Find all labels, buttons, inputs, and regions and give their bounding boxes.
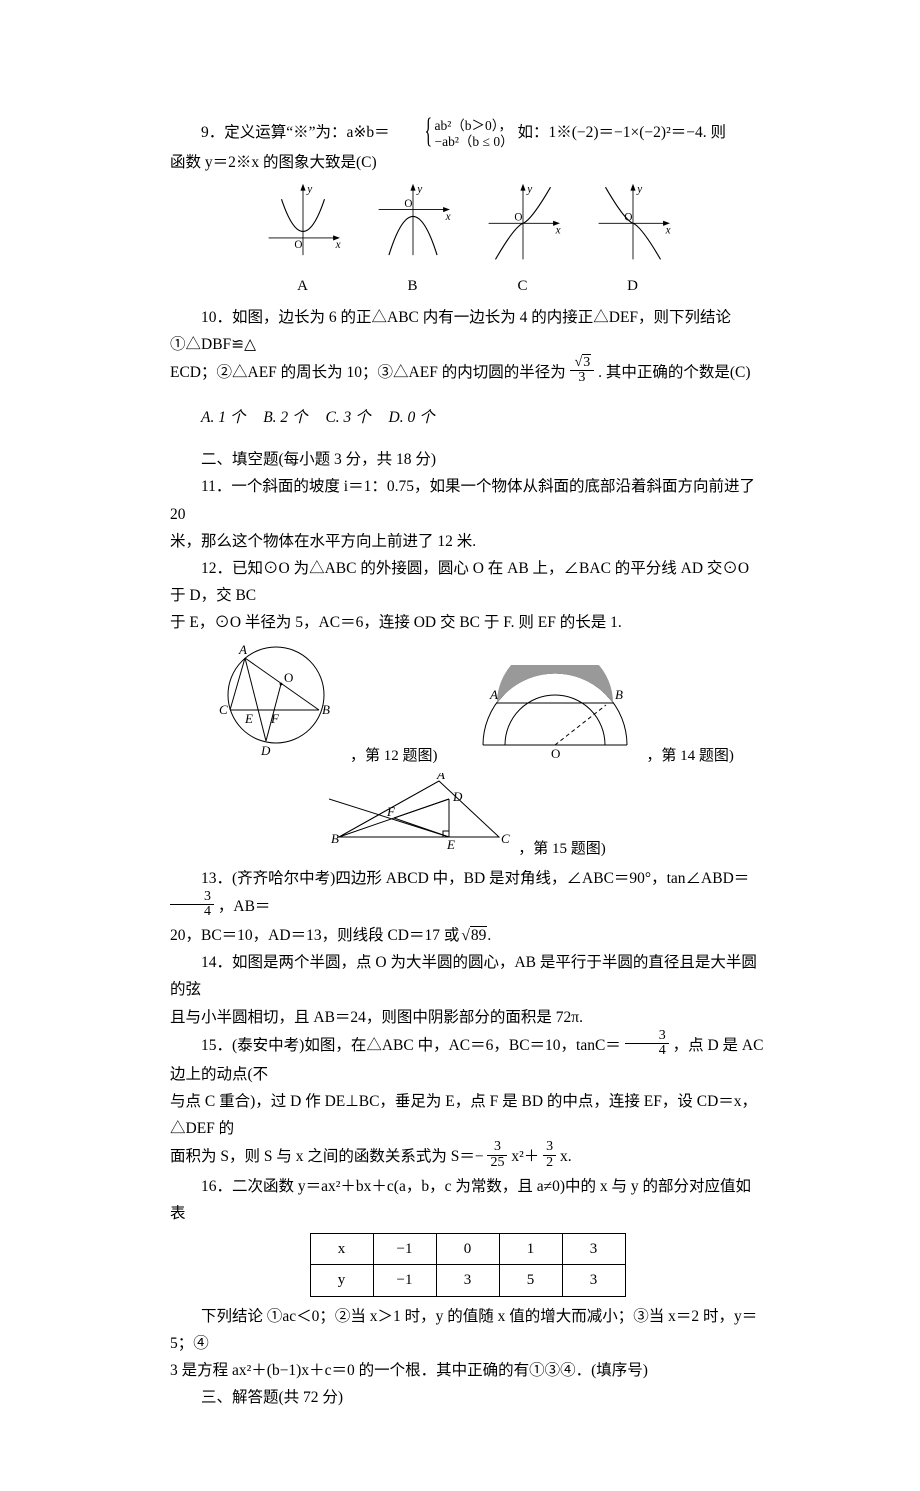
q10-line2: ECD；②△AEF 的周长为 10；③△AEF 的内切圆的半径为 √3 3 . … xyxy=(170,358,765,388)
svg-text:O: O xyxy=(624,212,632,224)
q10-frac: √3 3 xyxy=(570,356,595,386)
q12-figure: A O B C D E F ，第 12 题图) xyxy=(201,640,437,769)
q12-l1: 12．已知⊙O 为△ABC 的外接圆，圆心 O 在 AB 上，∠BAC 的平分线… xyxy=(170,555,765,609)
svg-text:y: y xyxy=(526,183,532,195)
svg-text:E: E xyxy=(244,711,253,726)
svg-text:C: C xyxy=(501,831,510,846)
q9-fig-a: xyO A xyxy=(260,182,346,299)
svg-text:x: x xyxy=(554,225,560,237)
svg-text:O: O xyxy=(294,239,302,251)
svg-text:A: A xyxy=(489,687,498,702)
q13-l1: 13．(齐齐哈尔中考)四边形 ABCD 中，BD 是对角线，∠ABC＝90°，t… xyxy=(170,865,765,923)
table-row: x −1 0 1 3 xyxy=(310,1234,625,1265)
q16-l2: 下列结论 ①ac＜0；②当 x＞1 时，y 的值随 x 值的增大而减小；③当 x… xyxy=(170,1303,765,1357)
q11-l1: 11．一个斜面的坡度 i＝1：0.75，如果一个物体从斜面的底部沿着斜面方向前进… xyxy=(170,473,765,527)
q9-piecewise: ab²（b＞0）， −ab²（b ≤ 0） xyxy=(394,118,514,149)
q15-l1: 15．(泰安中考)如图，在△ABC 中，AC＝6，BC＝10，tanC＝ 34 … xyxy=(170,1031,765,1089)
q13-frac: 3 4 xyxy=(170,890,214,920)
q14-l2: 且与小半圆相切，且 AB＝24，则图中阴影部分的面积是 72π. xyxy=(170,1004,765,1031)
svg-text:y: y xyxy=(636,183,642,195)
q16-l1: 16．二次函数 y＝ax²＋bx＋c(a，b，c 为常数，且 a≠0)中的 x … xyxy=(170,1173,765,1227)
q9-svg-d: x y O xyxy=(590,182,676,268)
svg-text:B: B xyxy=(322,702,330,717)
q9-svg-a: x y O xyxy=(260,182,346,268)
svg-text:O: O xyxy=(514,212,522,224)
svg-text:E: E xyxy=(446,837,455,852)
section-3: 三、解答题(共 72 分) xyxy=(170,1384,765,1411)
q9-fig-c: xyO C xyxy=(480,182,566,299)
q9-fig-b: xyO B xyxy=(370,182,456,299)
q15-l3: 面积为 S，则 S 与 x 之间的函数关系式为 S＝− 325 x²＋ 32 x… xyxy=(170,1142,765,1172)
q11-l2: 米，那么这个物体在水平方向上前进了 12 米. xyxy=(170,528,765,555)
svg-text:D: D xyxy=(260,743,271,758)
q9-fig-d: xyO D xyxy=(590,182,676,299)
svg-text:O: O xyxy=(284,670,293,685)
svg-text:y: y xyxy=(416,183,422,195)
section-2: 二、填空题(每小题 3 分，共 18 分) xyxy=(170,446,765,473)
svg-text:F: F xyxy=(386,804,396,819)
q10-options: A. 1 个 B. 2 个 C. 3 个 D. 0 个 xyxy=(170,404,765,431)
q14-l1: 14．如图是两个半圆，点 O 为大半圆的圆心，AB 是平行于半圆的直径且是大半圆… xyxy=(170,949,765,1003)
q15-l2: 与点 C 重合)，过 D 作 DE⊥BC，垂足为 E，点 F 是 BD 的中点，… xyxy=(170,1088,765,1142)
q9-line1: 9．定义运算“※”为：a※b＝ ab²（b＞0）， −ab²（b ≤ 0） 如：… xyxy=(170,118,765,149)
q9-post: 如：1※(−2)＝−1×(−2)²＝−4. 则 xyxy=(517,124,726,141)
svg-text:D: D xyxy=(452,789,463,804)
q16-l3: 3 是方程 ax²＋(b−1)x＋c＝0 的一个根．其中正确的有①③④．(填序号… xyxy=(170,1357,765,1384)
svg-text:x: x xyxy=(444,211,450,223)
q15-figure: A D F B E C ，第 15 题图) xyxy=(170,773,765,862)
q9-pre: 9．定义运算“※”为：a※b＝ xyxy=(201,124,390,141)
q12-q14-figrow: A O B C D E F ，第 12 题图) AB O ，第 14 题图) xyxy=(170,640,765,769)
svg-text:O: O xyxy=(404,198,412,210)
q9-svg-c: x y O xyxy=(480,182,566,268)
svg-text:y: y xyxy=(306,183,312,195)
svg-text:x: x xyxy=(334,239,340,251)
svg-text:O: O xyxy=(551,746,560,760)
svg-text:A: A xyxy=(436,773,445,782)
q9-line2: 函数 y＝2※x 的图象大致是(C) xyxy=(170,149,765,176)
svg-text:B: B xyxy=(615,687,623,702)
table-row: y −1 3 5 3 xyxy=(310,1265,625,1296)
q16-table: x −1 0 1 3 y −1 3 5 3 xyxy=(310,1233,626,1297)
q9-figure-row: xyO A xyO B xyO C xyxy=(170,182,765,299)
svg-text:x: x xyxy=(664,225,670,237)
q14-figure: AB O ，第 14 题图) xyxy=(468,665,734,769)
q9-svg-b: x yO xyxy=(370,182,456,268)
q13-l2: 20，BC＝10，AD＝13，则线段 CD＝17 或√89. xyxy=(170,922,765,949)
svg-text:B: B xyxy=(331,831,339,846)
svg-text:C: C xyxy=(219,702,228,717)
q12-l2: 于 E，⊙O 半径为 5，AC＝6，连接 OD 交 BC 于 F. 则 EF 的… xyxy=(170,609,765,636)
svg-text:A: A xyxy=(238,642,247,657)
svg-text:F: F xyxy=(270,711,280,726)
q10-line1: 10．如图，边长为 6 的正△ABC 内有一边长为 4 的内接正△DEF，则下列… xyxy=(170,304,765,358)
